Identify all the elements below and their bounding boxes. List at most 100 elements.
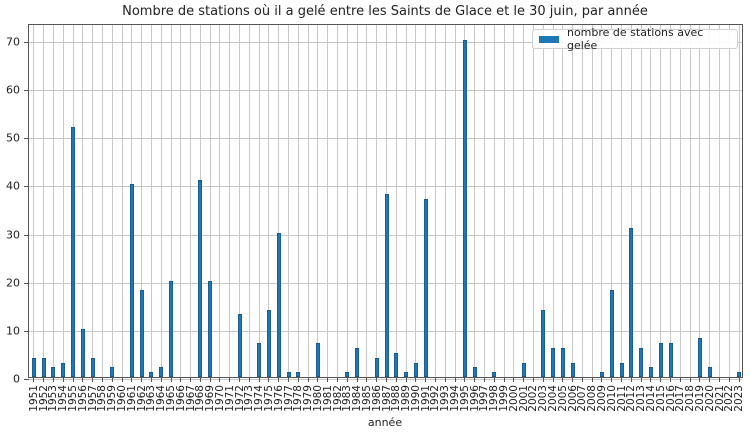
x-tick — [395, 377, 397, 382]
x-tick — [464, 377, 466, 382]
bar-1991 — [423, 198, 428, 377]
bar-1962 — [139, 290, 144, 377]
gridline-horizontal — [29, 138, 742, 140]
gridline-vertical — [229, 25, 231, 377]
bar-1957 — [90, 357, 95, 377]
gridline-vertical — [376, 25, 378, 377]
bar-1988 — [394, 352, 399, 377]
bar-1989 — [404, 372, 409, 377]
x-tick — [562, 377, 564, 382]
y-tick-label: 10 — [6, 324, 20, 338]
y-tick — [24, 138, 29, 140]
x-tick — [386, 377, 387, 382]
x-tick — [43, 377, 45, 382]
x-tick — [454, 377, 456, 382]
x-tick — [434, 377, 436, 382]
bar-2023 — [737, 372, 742, 377]
gridline-vertical — [327, 25, 329, 377]
gridline-vertical — [444, 25, 446, 377]
x-tick — [601, 377, 603, 382]
gridline-vertical — [258, 25, 260, 377]
x-tick — [327, 377, 329, 382]
x-tick — [52, 377, 54, 382]
x-tick — [62, 377, 64, 382]
bar-1983 — [345, 372, 350, 377]
bar-1961 — [129, 184, 134, 377]
bar-1977 — [286, 372, 291, 377]
x-tick — [288, 377, 290, 382]
x-tick — [72, 377, 74, 382]
gridline-vertical — [670, 25, 672, 377]
gridline-vertical — [493, 25, 495, 377]
bar-1965 — [169, 280, 174, 377]
bar-1964 — [159, 367, 164, 377]
gridline-vertical — [337, 25, 339, 377]
y-tick-label: 20 — [6, 276, 20, 290]
bar-1953 — [51, 367, 56, 377]
gridline-vertical — [62, 25, 64, 377]
y-tick — [24, 234, 29, 236]
x-tick — [219, 377, 221, 382]
bar-2015 — [658, 343, 663, 377]
x-tick — [660, 377, 662, 382]
x-tick — [611, 377, 613, 382]
x-tick — [444, 377, 446, 382]
x-tick — [337, 377, 339, 382]
bar-1984 — [355, 348, 360, 377]
gridline-vertical — [660, 25, 662, 377]
bar-1978 — [296, 372, 301, 377]
gridline-vertical — [601, 25, 603, 377]
gridline-vertical — [33, 25, 35, 377]
bar-1968 — [198, 179, 203, 377]
x-axis-label: année — [367, 416, 403, 429]
x-tick — [278, 377, 280, 382]
bar-2009 — [599, 372, 604, 377]
gridline-vertical — [170, 25, 172, 377]
gridline-vertical — [728, 25, 730, 377]
bar-2012 — [629, 227, 634, 377]
gridline-vertical — [650, 25, 652, 377]
gridline-vertical — [268, 25, 270, 377]
x-tick — [248, 377, 250, 382]
bar-1954 — [61, 362, 66, 377]
bar-2010 — [609, 290, 614, 377]
x-tick — [425, 377, 427, 382]
x-tick — [101, 377, 103, 382]
x-tick — [572, 377, 574, 382]
bar-1975 — [266, 309, 271, 377]
gridline-vertical — [474, 25, 476, 377]
gridline-vertical — [180, 25, 182, 377]
gridline-vertical — [523, 25, 525, 377]
gridline-vertical — [209, 25, 211, 377]
bar-2003 — [541, 309, 546, 377]
x-tick — [493, 377, 495, 382]
x-tick — [709, 377, 711, 382]
gridline-vertical — [366, 25, 368, 377]
x-tick — [366, 377, 368, 382]
gridline-vertical — [689, 25, 691, 377]
x-tick — [630, 377, 632, 382]
gridline-vertical — [630, 25, 632, 377]
y-tick — [24, 41, 29, 43]
x-tick — [689, 377, 691, 382]
gridline-vertical — [405, 25, 407, 377]
gridline-vertical — [356, 25, 358, 377]
bar-1976 — [276, 232, 281, 377]
x-tick — [229, 377, 231, 382]
gridline-vertical — [121, 25, 123, 377]
bar-2016 — [668, 343, 673, 377]
gridline-vertical — [591, 25, 593, 377]
bar-2005 — [560, 348, 565, 377]
gridline-vertical — [307, 25, 309, 377]
bar-1963 — [149, 372, 154, 377]
x-tick — [297, 377, 299, 382]
x-tick — [160, 377, 162, 382]
bar-2006 — [570, 362, 575, 377]
bar-1956 — [80, 328, 85, 377]
gridline-vertical — [297, 25, 299, 377]
x-tick — [415, 377, 417, 382]
bar-1990 — [413, 362, 418, 377]
gridline-vertical — [101, 25, 103, 377]
gridline-vertical — [572, 25, 574, 377]
x-tick — [679, 377, 681, 382]
